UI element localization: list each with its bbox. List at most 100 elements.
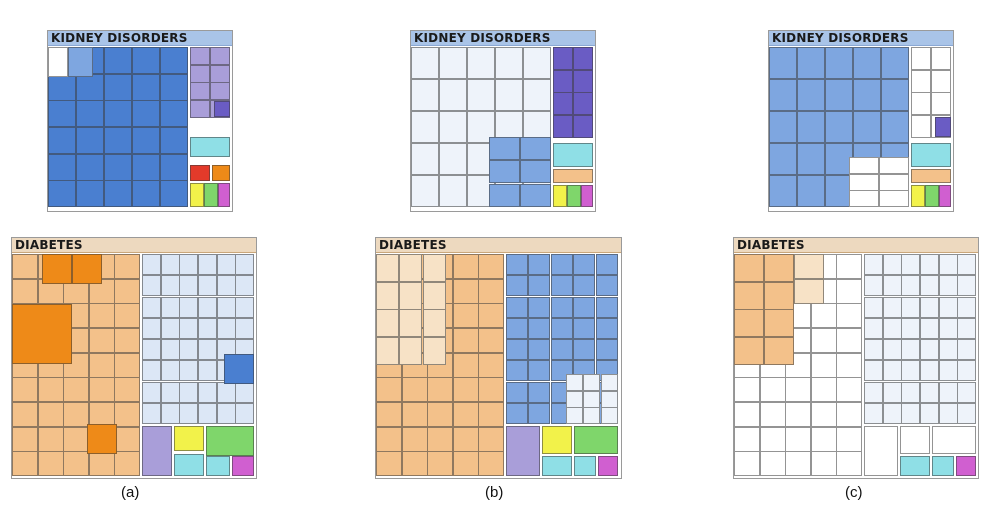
treemap-cell — [596, 254, 618, 275]
treemap-cell — [566, 407, 583, 424]
treemap-cell — [553, 169, 593, 183]
treemap-cell — [63, 451, 89, 476]
treemap-cell — [161, 297, 180, 318]
treemap-cell — [411, 143, 439, 175]
treemap-cell — [901, 254, 920, 275]
treemap-cell — [161, 339, 180, 360]
treemap-cell — [161, 360, 180, 381]
treemap-cell — [114, 402, 140, 427]
treemap-cell — [38, 451, 64, 476]
treemap-cell — [581, 185, 593, 207]
treemap-cell — [957, 254, 976, 275]
treemap-cell — [160, 180, 188, 207]
treemap-cell — [567, 185, 581, 207]
treemap-cell — [881, 111, 909, 143]
treemap-cell — [190, 82, 210, 100]
treemap-cell — [734, 282, 764, 310]
treemap-cell — [849, 174, 879, 191]
treemap-cell — [931, 70, 951, 93]
treemap-cell — [528, 382, 550, 403]
treemap-cell — [198, 339, 217, 360]
diabetes-treemap-c: DIABETES — [733, 237, 979, 479]
treemap-cell — [957, 403, 976, 424]
treemap-cell — [104, 127, 132, 154]
treemap-cell — [598, 456, 618, 476]
treemap-cell — [198, 254, 217, 275]
treemap-cell — [402, 427, 428, 452]
treemap-cell — [142, 403, 161, 424]
treemap-cell — [235, 403, 254, 424]
treemap-cell — [76, 74, 104, 101]
treemap-cell — [190, 137, 230, 157]
treemap-cell — [161, 382, 180, 403]
treemap-cell — [825, 175, 853, 207]
treemap-cell — [179, 297, 198, 318]
treemap-cell — [104, 74, 132, 101]
treemap-cell — [48, 74, 76, 101]
treemap-cell — [574, 426, 618, 454]
treemap-cell — [760, 402, 786, 427]
treemap-cell — [478, 279, 504, 304]
treemap-cell — [12, 254, 38, 279]
treemap-cell — [551, 275, 573, 296]
treemap-cell — [38, 427, 64, 452]
treemap-cell — [161, 275, 180, 296]
treemap-cell — [439, 111, 467, 143]
treemap-cell — [376, 377, 402, 402]
treemap-cell — [883, 403, 902, 424]
treemap-cell — [769, 143, 797, 175]
treemap-cell — [160, 127, 188, 154]
treemap-cell — [566, 374, 583, 391]
treemap-cell — [573, 275, 595, 296]
treemap-cell — [423, 309, 446, 337]
treemap-cell — [495, 47, 523, 79]
treemap-cell — [142, 339, 161, 360]
treemap-cell — [528, 360, 550, 381]
kidney-title-c: KIDNEY DISORDERS — [769, 31, 953, 46]
treemap-cell — [399, 254, 422, 282]
treemap-cell — [478, 451, 504, 476]
treemap-cell — [453, 377, 479, 402]
treemap-cell — [453, 254, 479, 279]
treemap-cell — [939, 360, 958, 381]
treemap-cell — [939, 339, 958, 360]
treemap-cell — [939, 318, 958, 339]
kidney-cells-a — [48, 47, 232, 211]
treemap-cell — [836, 303, 862, 328]
treemap-cell — [956, 456, 976, 476]
treemap-cell — [760, 427, 786, 452]
treemap-cell — [957, 339, 976, 360]
caption-b: (b) — [485, 484, 504, 501]
treemap-cell — [769, 47, 797, 79]
treemap-cell — [402, 377, 428, 402]
treemap-cell — [920, 360, 939, 381]
treemap-cell — [881, 79, 909, 111]
treemap-cell — [12, 451, 38, 476]
treemap-cell — [769, 175, 797, 207]
kidney-title-b: KIDNEY DISORDERS — [411, 31, 595, 46]
treemap-cell — [911, 169, 951, 183]
treemap-cell — [939, 185, 951, 207]
treemap-cell — [785, 451, 811, 476]
treemap-cell — [89, 328, 115, 353]
treemap-cell — [48, 127, 76, 154]
treemap-cell — [142, 254, 161, 275]
treemap-cell — [883, 382, 902, 403]
treemap-cell — [411, 47, 439, 79]
treemap-cell — [423, 254, 446, 282]
diabetes-cells-b — [376, 254, 621, 478]
treemap-cell — [864, 318, 883, 339]
treemap-cell — [883, 275, 902, 296]
treemap-cell — [63, 402, 89, 427]
treemap-cell — [523, 47, 551, 79]
treemap-cell — [601, 391, 618, 408]
treemap-cell — [399, 337, 422, 365]
treemap-cell — [495, 79, 523, 111]
treemap-cell — [423, 282, 446, 310]
treemap-cell — [235, 275, 254, 296]
treemap-cell — [553, 115, 573, 138]
treemap-cell — [797, 143, 825, 175]
treemap-cell — [179, 403, 198, 424]
treemap-cell — [411, 111, 439, 143]
treemap-cell — [542, 426, 572, 454]
